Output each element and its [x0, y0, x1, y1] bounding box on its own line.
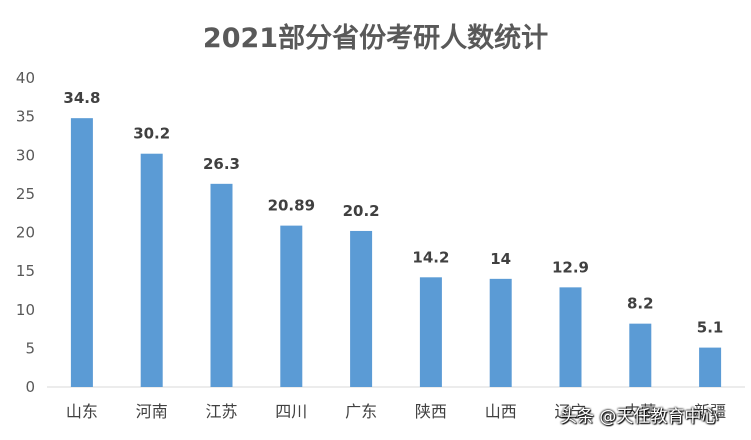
y-tick-label: 40	[16, 69, 35, 87]
category-label: 山东	[66, 402, 98, 421]
y-tick-label: 30	[16, 146, 35, 164]
data-label: 26.3	[203, 155, 240, 173]
category-label: 江苏	[205, 402, 237, 421]
bar	[280, 225, 303, 387]
data-label: 14	[490, 250, 511, 268]
bar	[210, 183, 233, 387]
bar	[629, 323, 652, 387]
y-tick-label: 0	[25, 378, 35, 396]
data-label: 14.2	[412, 248, 449, 266]
data-label: 20.2	[343, 202, 380, 220]
category-label: 新疆	[694, 402, 726, 421]
bar	[350, 230, 373, 387]
bar-series	[70, 118, 722, 388]
y-tick-label: 10	[16, 301, 35, 319]
category-label: 内蒙	[624, 402, 656, 421]
category-label: 广东	[345, 402, 377, 421]
category-label: 山西	[485, 402, 517, 421]
y-tick-label: 5	[25, 339, 35, 357]
bar	[70, 118, 93, 388]
data-label: 30.2	[133, 125, 170, 143]
y-tick-label: 15	[16, 262, 35, 280]
category-label: 辽宁	[554, 402, 586, 421]
y-tick-label: 35	[16, 108, 35, 126]
category-label: 陕西	[415, 402, 447, 421]
bar	[489, 278, 512, 387]
y-tick-label: 25	[16, 185, 35, 203]
chart-title: 2021部分省份考研人数统计	[202, 23, 549, 54]
bar	[699, 347, 722, 387]
bar	[140, 153, 163, 387]
y-axis: 0 5 10 15 20 25 30 35 40	[16, 69, 745, 396]
bar	[559, 287, 582, 387]
data-label: 5.1	[697, 319, 724, 337]
data-label: 12.9	[552, 258, 589, 276]
data-labels: 34.8 30.2 26.3 20.89 20.2 14.2 14 12.9 8.2 5.1	[63, 89, 723, 336]
x-axis: 山东 河南 江苏 四川 广东 陕西 山西 辽宁 内蒙 新疆	[66, 402, 726, 421]
data-label: 20.89	[268, 197, 315, 215]
watermark: 头条 @天任教育中心	[560, 407, 719, 427]
y-tick-label: 20	[16, 224, 35, 242]
category-label: 河南	[136, 402, 168, 421]
data-label: 34.8	[63, 89, 100, 107]
data-label: 8.2	[627, 295, 654, 313]
bar	[419, 277, 442, 387]
category-label: 四川	[275, 402, 307, 421]
